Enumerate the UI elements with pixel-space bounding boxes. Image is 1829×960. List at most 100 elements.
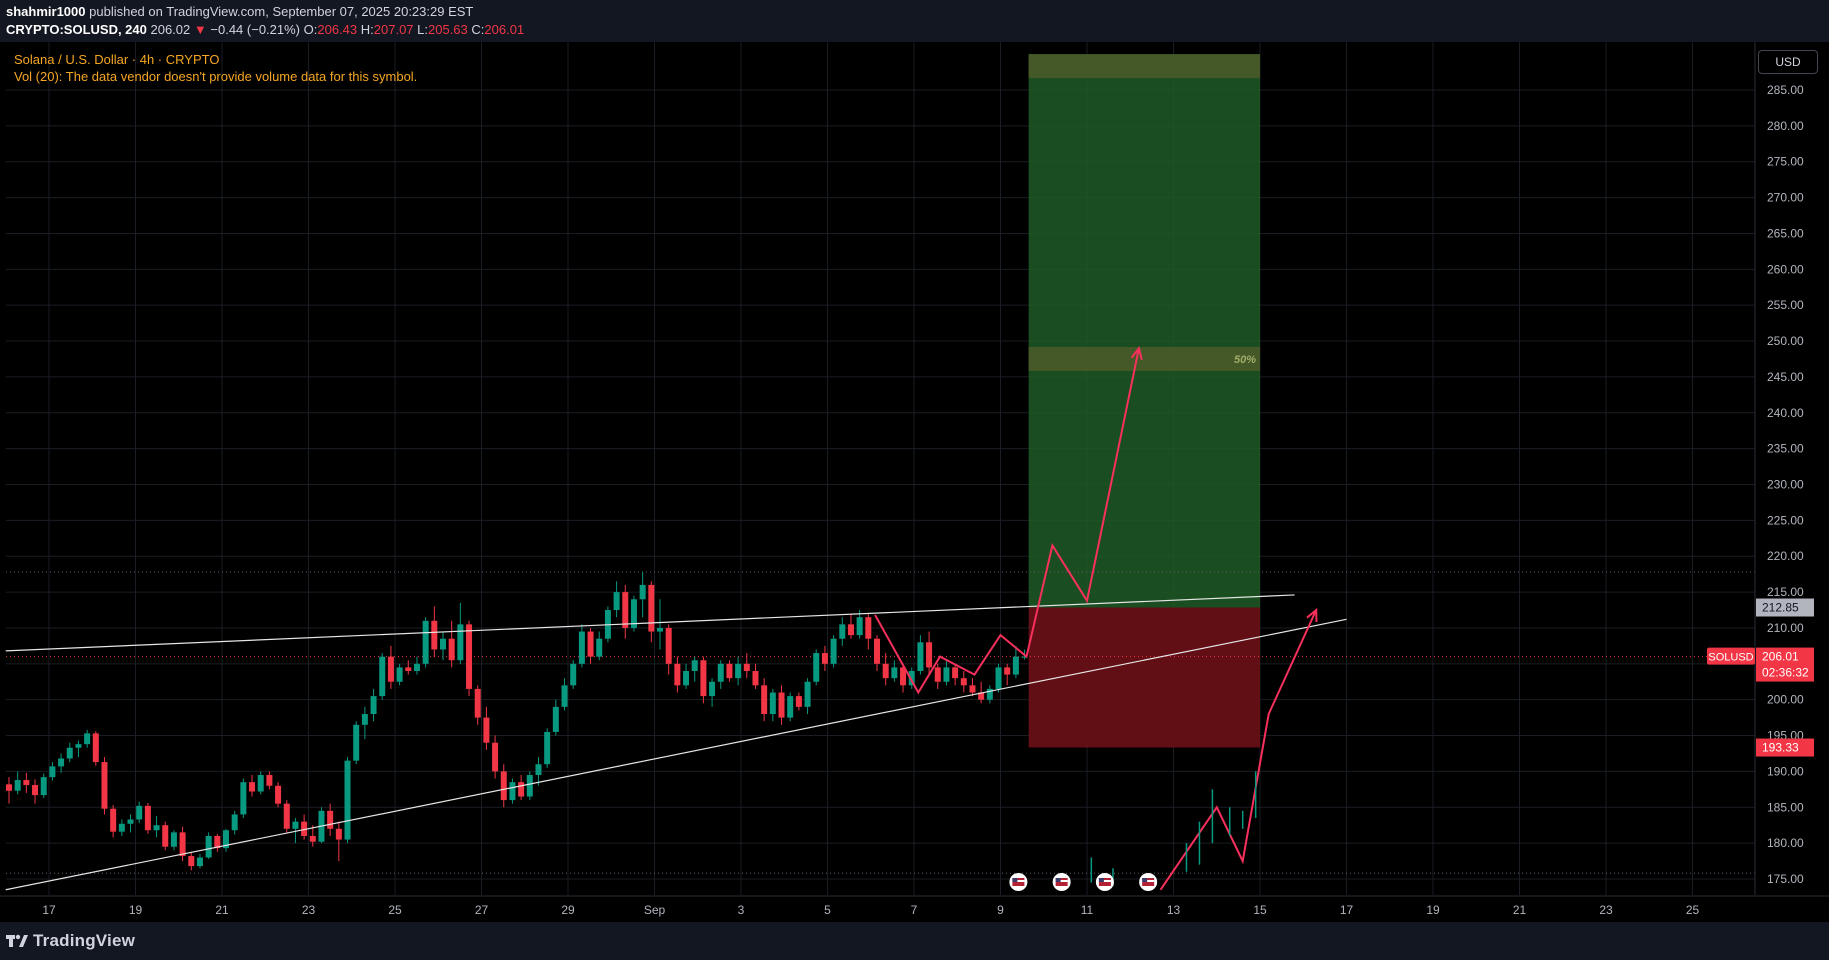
time-tick-label: 23 [302, 903, 316, 917]
candle-body [75, 744, 82, 748]
candle-body [440, 638, 446, 650]
candle-body [379, 656, 386, 697]
time-tick-label: Sep [644, 903, 666, 917]
candle-body [127, 819, 134, 824]
candle-body [787, 696, 794, 718]
projection-path-arrowhead [1130, 345, 1143, 361]
time-tick-label: 27 [475, 903, 489, 917]
candle-body [804, 681, 811, 707]
candle-body [934, 667, 941, 682]
candle-body [492, 742, 499, 772]
candle-body [58, 758, 65, 767]
candle-body [223, 830, 229, 849]
publisher-name[interactable]: shahmir1000 [6, 4, 86, 19]
candle-body [917, 642, 924, 671]
price-tick-label: 225.00 [1767, 513, 1804, 527]
time-tick-label: 23 [1599, 903, 1613, 917]
candle-body [32, 785, 39, 796]
change-value: −0.44 (−0.21%) [210, 22, 301, 37]
candle-body [874, 638, 880, 664]
price-tick-label: 200.00 [1767, 693, 1804, 707]
candle-body [526, 774, 533, 797]
open-value: 206.43 [317, 22, 358, 37]
time-tick-label: 17 [42, 903, 56, 917]
candle-body [926, 642, 933, 668]
candle-body [639, 584, 646, 600]
candle-body [613, 592, 620, 611]
chart-area[interactable]: 50% 175.00 180.00 185.00 190.00 195.00 200.00 2… [0, 42, 1829, 922]
candle-body [657, 627, 663, 632]
candle-body [327, 810, 334, 829]
price-chart[interactable]: 50%175.00180.00185.00190.00195.00200.002… [0, 42, 1829, 922]
time-axis: 17 19 21 23 25 27 29 Sep 3 5 7 9 11 13 15 17 19 21 23 25 [42, 903, 1699, 917]
price-tick-label: 190.00 [1767, 764, 1804, 778]
symbol-badge [1707, 647, 1755, 665]
candle-body [153, 825, 160, 831]
candle-body [544, 731, 551, 765]
time-tick-label: 17 [1340, 903, 1354, 917]
projection-path-alt-arrowhead [1306, 607, 1318, 623]
target-price-value: 212.85 [1762, 601, 1799, 615]
candle-body [709, 681, 716, 697]
candle-body [570, 663, 577, 686]
time-tick-label: 19 [129, 903, 143, 917]
economic-event-icon [1139, 873, 1158, 891]
tradingview-logo[interactable]: TradingView [6, 931, 135, 951]
candle-body [821, 653, 828, 664]
candle-body [717, 663, 724, 682]
currency-button[interactable]: USD [1758, 50, 1818, 74]
bar-countdown: 02:36:32 [1762, 666, 1809, 680]
grid-lines [6, 42, 1755, 895]
candle-body [179, 832, 186, 857]
candle-body [301, 821, 308, 836]
price-tick-label: 240.00 [1767, 406, 1804, 420]
time-tick-label: 11 [1081, 903, 1094, 917]
candle-body [856, 617, 863, 636]
candle-body [205, 835, 212, 858]
candle-body [552, 706, 559, 732]
time-axis-background [0, 895, 1829, 922]
low-value: 205.63 [428, 22, 468, 37]
candle-body [578, 631, 585, 664]
candle-body [118, 823, 125, 832]
candle-body [275, 785, 282, 804]
candle-body [882, 663, 889, 679]
price-tick-label: 245.00 [1767, 370, 1804, 384]
candle-body [1012, 656, 1019, 675]
candle-body [188, 856, 195, 867]
time-tick-label: 21 [1513, 903, 1527, 917]
high-label: H: [360, 22, 374, 37]
candle-body [483, 717, 490, 743]
symbol-label: CRYPTO:SOLUSD, 240 [6, 22, 147, 37]
candle-body [309, 835, 316, 842]
candle-body [900, 667, 907, 686]
open-label: O: [303, 22, 318, 37]
candle-body [40, 777, 47, 796]
price-tick-label: 250.00 [1767, 334, 1804, 348]
support-line [5, 618, 1347, 891]
candle-body [335, 828, 342, 840]
candle-body [752, 670, 759, 686]
candle-body [92, 733, 99, 763]
candle-body [891, 667, 898, 679]
candle-body [500, 771, 507, 801]
price-tick-label: 185.00 [1767, 800, 1804, 814]
price-axis: 175.00180.00185.00190.00195.00200.00205.… [1767, 83, 1804, 886]
candle-body [683, 670, 690, 686]
brand-name: TradingView [33, 931, 136, 950]
projection-path [874, 347, 1140, 695]
candle-body [761, 685, 768, 715]
candle-body [509, 782, 516, 801]
candle-body [952, 667, 959, 679]
candle-body [370, 696, 377, 715]
price-tick-label: 285.00 [1767, 83, 1804, 97]
candle-body [396, 667, 403, 682]
price-axis-background [1755, 42, 1829, 922]
stop-price-badge [1756, 738, 1814, 757]
candle-body [518, 782, 525, 797]
time-tick-label: 19 [1426, 903, 1440, 917]
legend-title[interactable]: Solana / U.S. Dollar · 4h · CRYPTO [14, 52, 220, 67]
candle-body [865, 617, 872, 639]
candle-body [587, 631, 594, 657]
candle-body [995, 667, 1002, 689]
